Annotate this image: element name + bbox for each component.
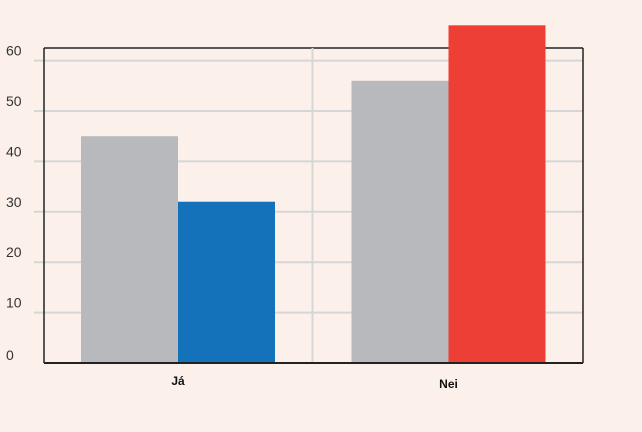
- y-tick-label: 20: [6, 244, 22, 260]
- bar-ja-series-1: [81, 136, 178, 363]
- y-tick-label: 60: [6, 43, 22, 59]
- bar-ja-series-2: [178, 201, 275, 363]
- x-tick-label: Já: [171, 374, 185, 388]
- y-tick-label: 50: [6, 93, 22, 109]
- y-tick-label: 10: [6, 295, 22, 311]
- y-tick-label: 0: [6, 347, 14, 363]
- y-tick-label: 40: [6, 143, 22, 159]
- x-tick-label: Nei: [439, 377, 458, 391]
- bar-nei-series-2: [448, 25, 546, 363]
- bar-nei-series-1: [351, 80, 449, 363]
- y-tick-label: 30: [6, 194, 22, 210]
